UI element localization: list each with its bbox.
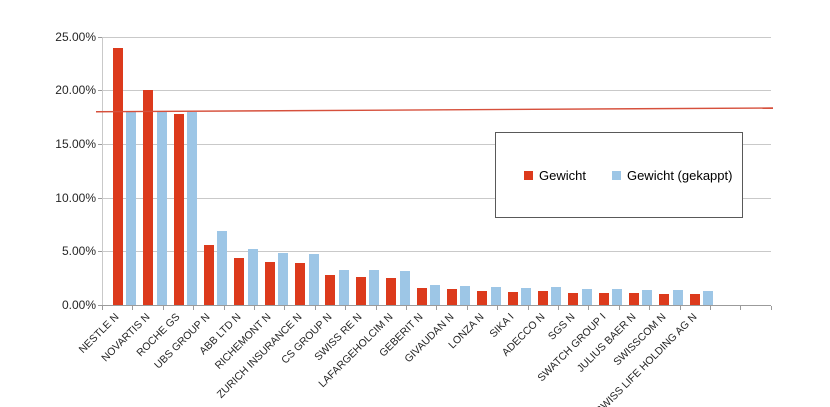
bar-gewicht-roche-gs <box>173 113 184 305</box>
gridline-10 <box>102 197 771 199</box>
bar-gewicht-zurich-insurance-n <box>295 262 306 305</box>
gridline-5 <box>102 251 771 253</box>
x-axis-tick <box>527 306 529 310</box>
bar-gewicht-ubs-group-n <box>204 244 215 305</box>
legend-label-gewicht-gekappt: Gewicht (gekappt) <box>626 167 733 183</box>
gridline-15 <box>102 143 771 145</box>
bar-gewicht-novartis-n <box>143 90 154 305</box>
x-axis-tick <box>223 306 225 310</box>
x-axis-tick <box>588 306 590 310</box>
y-axis-tick <box>98 305 102 306</box>
bar-gewicht-adecco-n <box>537 291 548 305</box>
x-axis-tick <box>102 306 103 310</box>
y-axis-tick <box>98 143 102 145</box>
cap-line-18pct <box>95 107 774 113</box>
bar-gekappt-givaudan-n <box>460 285 471 305</box>
bar-gekappt-lafargeholcim-n <box>399 270 410 305</box>
y-axis-label: 25.00% <box>55 29 96 44</box>
bar-gewicht-julius-baer-n <box>628 293 639 305</box>
bar-gekappt-abb-ltd-n <box>247 249 258 305</box>
gridline-20 <box>102 90 771 92</box>
bar-gekappt-swiss-re-n <box>369 270 380 305</box>
x-axis-tick <box>254 306 255 310</box>
y-axis-line <box>102 36 103 305</box>
bar-gekappt-richemont-n <box>278 253 289 305</box>
x-axis-tick <box>162 306 164 310</box>
bar-gewicht-abb-ltd-n <box>234 258 245 305</box>
x-axis-tick <box>132 306 134 310</box>
bar-gewicht-richemont-n <box>264 262 275 305</box>
x-axis-tick <box>710 306 711 310</box>
bar-gewicht-swatch-group-i <box>598 292 609 305</box>
bar-gewicht-swisscom-n <box>659 293 670 305</box>
y-axis-label: 20.00% <box>55 83 96 98</box>
x-axis-tick <box>284 306 286 310</box>
legend-swatch-gewicht-gekappt <box>611 170 621 180</box>
legend-label-gewicht: Gewicht <box>539 167 586 183</box>
bar-gewicht-lafargeholcim-n <box>386 278 397 305</box>
x-axis-tick <box>740 306 742 310</box>
x-axis-line <box>102 305 771 306</box>
bar-gewicht-nestle-n <box>113 48 123 305</box>
y-axis-tick <box>98 251 102 253</box>
x-axis-tick <box>406 306 407 310</box>
bar-gekappt-nestle-n <box>126 111 137 305</box>
bar-gekappt-sgs-n <box>581 288 592 305</box>
bar-gekappt-adecco-n <box>551 287 562 305</box>
bar-gewicht-swiss-life-holding-ag-n <box>689 294 700 305</box>
bar-gekappt-cs-group-n <box>338 269 349 305</box>
bar-gewicht-swiss-re-n <box>355 277 366 305</box>
bar-gekappt-novartis-n <box>156 111 167 305</box>
y-axis-label: 0.00% <box>61 298 96 312</box>
y-axis-tick <box>98 197 102 199</box>
y-axis-label: 15.00% <box>55 136 96 151</box>
bar-gewicht-geberit-n <box>416 287 427 305</box>
bar-gewicht-lonza-n <box>477 290 488 305</box>
bar-gekappt-roche-gs <box>187 111 198 305</box>
bar-gekappt-zurich-insurance-n <box>308 254 319 305</box>
legend-item-gewicht-gekappt: Gewicht (gekappt) <box>611 167 733 183</box>
x-axis-tick <box>345 306 347 310</box>
x-axis-tick <box>649 306 651 310</box>
bar-gewicht-cs-group-n <box>325 275 336 305</box>
bar-gekappt-julius-baer-n <box>642 289 653 305</box>
x-axis-tick <box>466 306 468 310</box>
legend-box: Gewicht Gewicht (gekappt) <box>495 132 743 218</box>
bar-gewicht-sgs-n <box>568 292 579 305</box>
x-axis-tick <box>558 306 559 310</box>
x-axis-tick <box>193 306 195 310</box>
bar-gekappt-geberit-n <box>429 284 440 305</box>
x-axis-tick <box>679 306 681 310</box>
x-axis-tick <box>436 306 438 310</box>
bar-gewicht-givaudan-n <box>446 289 457 305</box>
x-axis-tick <box>375 306 377 310</box>
x-axis-tick <box>314 306 316 310</box>
bar-gekappt-swisscom-n <box>672 289 683 305</box>
x-axis-tick <box>618 306 620 310</box>
bar-gekappt-lonza-n <box>490 286 501 305</box>
bar-gekappt-ubs-group-n <box>217 231 228 305</box>
bar-gekappt-sika-i <box>520 287 531 305</box>
gridline-25 <box>102 36 771 38</box>
bar-gekappt-swiss-life-holding-ag-n <box>703 291 714 305</box>
legend-swatch-gewicht <box>524 170 533 180</box>
bar-gewicht-sika-i <box>507 291 518 305</box>
y-axis-label: 5.00% <box>61 244 96 259</box>
x-axis-tick <box>497 306 499 310</box>
bar-gekappt-swatch-group-i <box>612 289 622 305</box>
y-axis-tick <box>98 90 102 92</box>
legend-item-gewicht: Gewicht <box>524 168 586 183</box>
x-axis-tick <box>770 306 772 310</box>
y-axis-tick <box>98 36 102 38</box>
y-axis-label: 10.00% <box>55 190 96 205</box>
